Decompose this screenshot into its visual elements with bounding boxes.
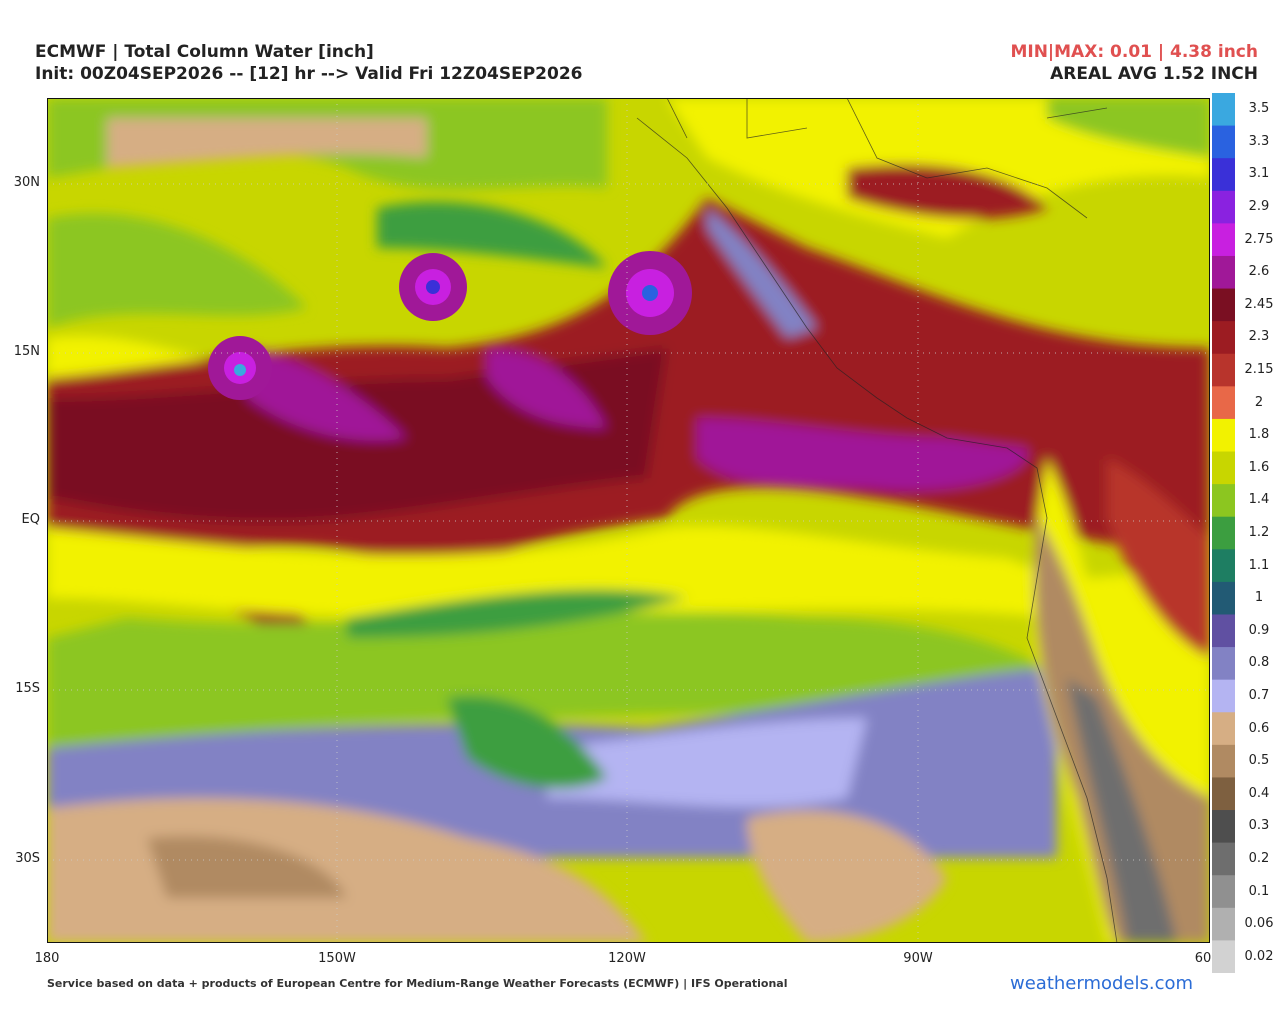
colorbar-swatch (1212, 484, 1235, 518)
colorbar-swatch (1212, 907, 1235, 941)
colorbar-label: 2.45 (1244, 296, 1274, 312)
lon-label: 90W (903, 951, 933, 966)
lon-label: 120W (608, 951, 646, 966)
colorbar-swatch (1212, 875, 1235, 909)
colorbar-label: 2 (1254, 394, 1264, 410)
colorbar-swatch (1212, 712, 1235, 746)
colorbar-label: 2.9 (1248, 199, 1270, 215)
colorbar-swatch (1212, 223, 1235, 257)
colorbar-swatch (1212, 158, 1235, 192)
lon-label: 150W (318, 951, 356, 966)
colorbar-swatch (1212, 679, 1235, 713)
lat-label: 30S (15, 851, 40, 866)
lat-label: 30N (13, 175, 40, 190)
subtitle: Init: 00Z04SEP2026 -- [12] hr --> Valid … (35, 64, 583, 84)
colorbar-label: 1.8 (1248, 427, 1270, 443)
colorbar-label: 0.5 (1248, 753, 1270, 769)
colorbar-label: 1 (1254, 590, 1264, 606)
colorbar-label: 0.4 (1248, 785, 1270, 801)
colorbar-swatch (1212, 125, 1235, 159)
colorbar-label: 0.6 (1248, 720, 1270, 736)
colorbar-label: 3.5 (1248, 101, 1270, 117)
colorbar-label: 2.75 (1244, 231, 1274, 247)
map (47, 98, 1210, 943)
colorbar-swatch (1212, 418, 1235, 453)
colorbar-label: 2.15 (1244, 362, 1274, 378)
colorbar-swatch (1212, 940, 1235, 973)
colorbar-label: 3.1 (1248, 166, 1270, 182)
lat-label: EQ (21, 512, 40, 527)
colorbar-label: 1.1 (1248, 557, 1270, 573)
colorbar-label: 0.7 (1248, 687, 1270, 703)
colorbar-swatch (1212, 744, 1235, 778)
colorbar-swatch (1212, 321, 1235, 355)
brand: weathermodels.com (1010, 973, 1194, 994)
colorbar-swatch (1212, 288, 1235, 322)
colorbar-swatch (1212, 516, 1235, 550)
lon-label: 180 (34, 951, 60, 966)
credit: Service based on data + products of Euro… (47, 977, 788, 990)
colorbar-swatch (1212, 93, 1235, 127)
colorbar-label: 0.3 (1248, 818, 1270, 834)
colorbar-label: 2.6 (1248, 264, 1270, 280)
colorbar-label: 1.4 (1248, 492, 1270, 508)
colorbar-label: 1.2 (1248, 525, 1270, 540)
areal-avg: AREAL AVG 1.52 INCH (1050, 64, 1258, 84)
colorbar-swatch (1212, 777, 1235, 811)
lon-label: 60 (1194, 951, 1212, 966)
colorbar-swatch (1212, 255, 1235, 290)
colorbar-label: 2.3 (1248, 329, 1270, 345)
colorbar-swatch (1212, 190, 1235, 224)
colorbar-swatch (1212, 549, 1235, 583)
colorbar-swatch (1212, 647, 1235, 681)
colorbar-label: 0.2 (1248, 850, 1270, 866)
colorbar-swatch (1212, 614, 1235, 648)
colorbar (1212, 93, 1235, 973)
colorbar-swatch (1212, 353, 1235, 387)
lat-label: 15N (13, 344, 40, 359)
colorbar-label: 0.1 (1248, 883, 1270, 899)
colorbar-swatch (1212, 842, 1235, 876)
colorbar-label: 3.3 (1248, 133, 1270, 149)
min-max: MIN|MAX: 0.01 | 4.38 inch (1010, 42, 1258, 62)
lat-label: 15S (15, 681, 40, 696)
colorbar-label: 0.9 (1248, 622, 1270, 638)
colorbar-swatch (1212, 451, 1235, 485)
colorbar-label: 0.8 (1248, 655, 1270, 671)
colorbar-label: 0.06 (1244, 916, 1274, 932)
colorbar-swatch (1212, 810, 1235, 844)
colorbar-swatch (1212, 581, 1235, 615)
colorbar-swatch (1212, 386, 1235, 420)
title: ECMWF | Total Column Water [inch] (35, 42, 374, 62)
colorbar-label: 0.02 (1244, 948, 1274, 964)
colorbar-label: 1.6 (1248, 459, 1270, 475)
